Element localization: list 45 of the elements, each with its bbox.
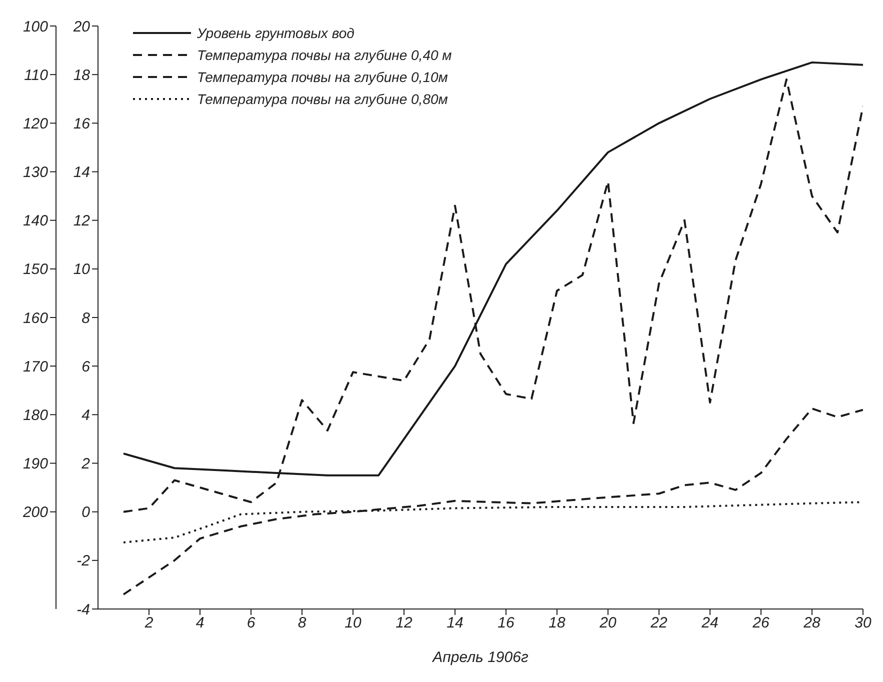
y2-tick-label: 150 — [22, 261, 49, 278]
x-tick-label: 8 — [298, 614, 307, 632]
y2-tick-label: 160 — [22, 310, 49, 327]
y-tick-label: 20 — [72, 18, 91, 36]
x-tick-label: 12 — [396, 614, 413, 632]
y2-tick-label: 130 — [22, 164, 49, 182]
y2-tick-label: 190 — [22, 456, 49, 473]
y-tick-label: 8 — [82, 310, 91, 327]
y2-tick-label: 110 — [24, 66, 49, 84]
x-tick-label: 30 — [854, 614, 872, 632]
x-tick-label: 20 — [598, 614, 617, 632]
y-tick-label: 0 — [82, 504, 91, 522]
x-tick-label: 16 — [498, 614, 515, 632]
legend-label: Температура почвы на глубине 0,80м — [197, 91, 448, 107]
y-tick-label: 18 — [73, 66, 91, 84]
y-tick-label: 14 — [73, 164, 90, 182]
y-tick-label: -4 — [76, 601, 90, 618]
y2-tick-label: 120 — [22, 115, 49, 132]
legend-label: Температура почвы на глубине 0,10м — [197, 69, 448, 85]
y-tick-label: 6 — [82, 358, 91, 376]
x-tick-label: 14 — [446, 614, 464, 632]
y2-tick-label: 180 — [22, 406, 49, 424]
x-tick-label: 6 — [246, 614, 256, 632]
x-tick-label: 18 — [548, 614, 566, 632]
y-tick-label: 12 — [73, 212, 91, 230]
y-tick-label: -2 — [76, 552, 91, 570]
x-tick-label: 4 — [196, 614, 204, 632]
y-tick-label: 2 — [80, 456, 91, 473]
y-tick-label: 16 — [73, 115, 91, 132]
legend-label: Уровень грунтовых вод — [197, 25, 354, 41]
x-tick-label: 22 — [650, 614, 668, 632]
y2-tick-label: 100 — [22, 18, 49, 36]
x-axis-title: Апрель 1906г — [432, 649, 529, 666]
line-series — [122, 408, 863, 596]
x-tick-label: 2 — [144, 614, 154, 632]
x-tick-label: 28 — [802, 614, 821, 632]
y-tick-label: 4 — [82, 406, 90, 424]
y2-tick-label: 170 — [22, 358, 49, 376]
x-tick-label: 10 — [344, 614, 362, 632]
x-tick-label: 26 — [752, 614, 770, 632]
y2-tick-label: 200 — [22, 504, 49, 522]
x-tick-label: 24 — [700, 614, 718, 632]
y2-tick-label: 140 — [22, 212, 49, 230]
legend-label: Температура почвы на глубине 0,40 м — [197, 47, 452, 63]
y-tick-label: 10 — [73, 261, 91, 278]
